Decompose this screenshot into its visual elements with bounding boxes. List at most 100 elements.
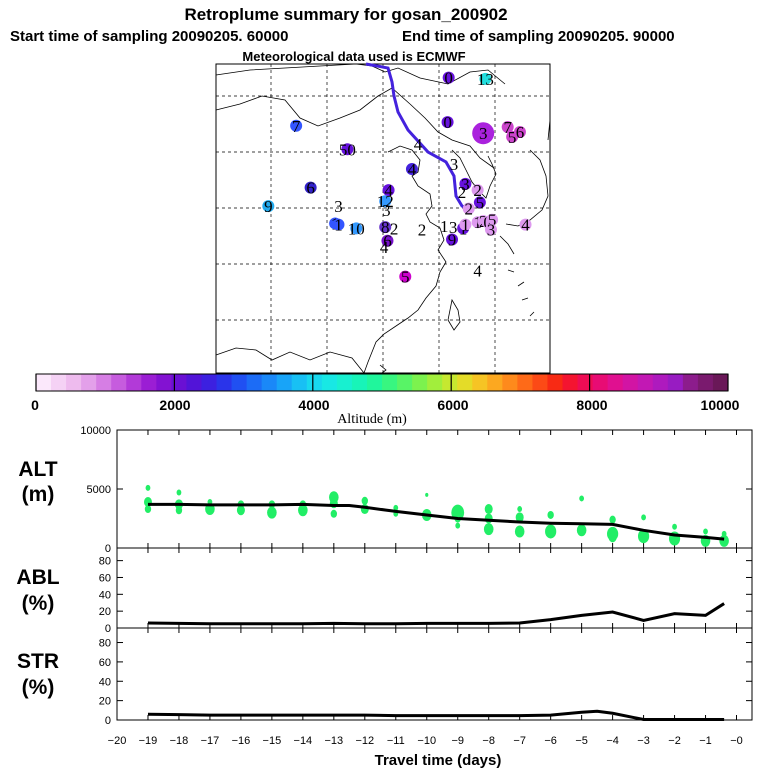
- abl-unit: (%): [22, 592, 55, 615]
- colorbar-swatch: [457, 374, 473, 391]
- map-point-label: 2: [464, 200, 473, 219]
- map-point-label: 6: [383, 232, 392, 251]
- colorbar-swatch: [186, 374, 202, 391]
- alt-scatter-point: [451, 504, 465, 521]
- alt-scatter-point: [484, 513, 493, 524]
- colorbar-swatch: [216, 374, 233, 391]
- x-tick-label: −10: [417, 735, 436, 747]
- map-point-label: 10: [348, 219, 365, 238]
- colorbar-swatch: [51, 374, 67, 391]
- alt-scatter-point: [176, 489, 182, 496]
- alt-scatter-point: [330, 509, 338, 518]
- alt-scatter-point: [515, 512, 524, 523]
- coast-border-south: [215, 347, 365, 374]
- colorbar-swatch: [336, 374, 353, 391]
- alt-scatter-point: [641, 514, 646, 521]
- trajectory-label: 2: [458, 183, 467, 202]
- coast-border-manchuria: [409, 103, 495, 169]
- colorbar-tick-2000: 2000: [159, 397, 190, 413]
- map-point-label: 13: [477, 70, 494, 89]
- alt-scatter-point: [267, 506, 277, 519]
- x-tick-label: −14: [294, 735, 313, 747]
- map-point-marker: [332, 218, 345, 231]
- colorbar-swatch: [141, 374, 157, 391]
- map-point-label: 6: [306, 179, 315, 198]
- map-point-marker: [290, 119, 303, 132]
- x-tick-label: −11: [387, 735, 405, 747]
- map-point-label: 3: [449, 218, 458, 237]
- altitude-colorbar: [35, 373, 729, 392]
- map-point-label: 3: [334, 197, 343, 216]
- colorbar-swatch: [156, 374, 172, 391]
- map-point-marker: [484, 223, 497, 236]
- trajectory-line: [365, 62, 471, 212]
- alt-scatter-point: [175, 506, 183, 515]
- y-tick-label: 10000: [80, 425, 111, 437]
- coast-border-mongolia: [215, 87, 411, 127]
- colorbar-swatch: [81, 374, 97, 391]
- colorbar-swatch: [246, 374, 263, 391]
- x-tick-label: −13: [324, 735, 343, 747]
- map-point-label: 8: [381, 218, 390, 237]
- x-tick-label: −9: [451, 735, 464, 747]
- map-point-label: 3: [479, 124, 488, 143]
- map-point-label: 4: [473, 261, 482, 280]
- map-point-marker: [462, 202, 475, 215]
- alt-scatter-point: [455, 522, 461, 529]
- map-point-marker: [446, 233, 459, 246]
- panel-frame: [116, 429, 753, 549]
- alt-scatter-point: [608, 532, 617, 543]
- colorbar-swatch: [502, 374, 518, 391]
- panel-str: 0 20 40 60 80: [99, 627, 753, 727]
- colorbar-swatch: [397, 374, 413, 391]
- map-point-marker: [513, 125, 526, 138]
- map-point-label: 50: [339, 140, 356, 159]
- y-tick-label: 80: [99, 638, 111, 650]
- map-point-label: 3: [487, 221, 496, 240]
- map-point-label: 3: [382, 201, 391, 220]
- x-tick-label: −1: [699, 735, 712, 747]
- alt-scatter-point: [145, 484, 151, 491]
- trajectory-label: 4: [414, 135, 423, 154]
- y-tick-label: 5000: [87, 484, 111, 496]
- map-point-marker: [350, 222, 363, 235]
- series-line-abl: [147, 602, 725, 626]
- alt-scatter-point: [517, 506, 523, 513]
- map-point-label: 6: [516, 123, 525, 142]
- colorbar-swatch: [517, 374, 533, 391]
- colorbar-swatch: [622, 374, 639, 391]
- x-tick-label: −15: [263, 735, 282, 747]
- map-point-marker: [442, 71, 455, 84]
- x-tick-label: −0: [730, 735, 743, 747]
- alt-scatter-point: [703, 528, 708, 535]
- colorbar-swatch: [412, 374, 428, 391]
- y-tick-label: 80: [99, 556, 111, 568]
- map-point-label: 5: [488, 211, 497, 230]
- map-point-label: 2: [390, 219, 399, 238]
- alt-scatter-point: [514, 525, 525, 538]
- colorbar-swatch: [487, 374, 503, 391]
- colorbar-swatch: [592, 374, 609, 391]
- figure-title: Retroplume summary for gosan_200902: [184, 5, 507, 24]
- map-point-label: 5: [508, 128, 517, 147]
- map-point-label: 4: [521, 216, 530, 235]
- map-point-label: 9: [264, 197, 273, 216]
- x-tick-label: −20: [108, 735, 127, 747]
- colorbar-swatch: [577, 374, 594, 391]
- colorbar-swatch: [667, 374, 684, 391]
- alt-scatter-point: [425, 492, 429, 497]
- map-point-label: 7: [503, 118, 512, 137]
- colorbar-swatch: [306, 374, 323, 391]
- colorbar-swatch: [547, 374, 564, 391]
- colorbar-swatch: [366, 374, 383, 391]
- colorbar-swatch: [36, 374, 52, 391]
- map-point-label: 5: [401, 268, 410, 287]
- y-tick-label: 0: [105, 623, 111, 635]
- map-point-marker: [304, 181, 317, 194]
- colorbar-swatch: [261, 374, 278, 391]
- end-time-text: End time of sampling 20090205. 90000: [402, 28, 675, 45]
- colorbar-swatch: [472, 374, 488, 391]
- alt-scatter-point: [298, 504, 308, 517]
- x-tick-label: −4: [606, 735, 619, 747]
